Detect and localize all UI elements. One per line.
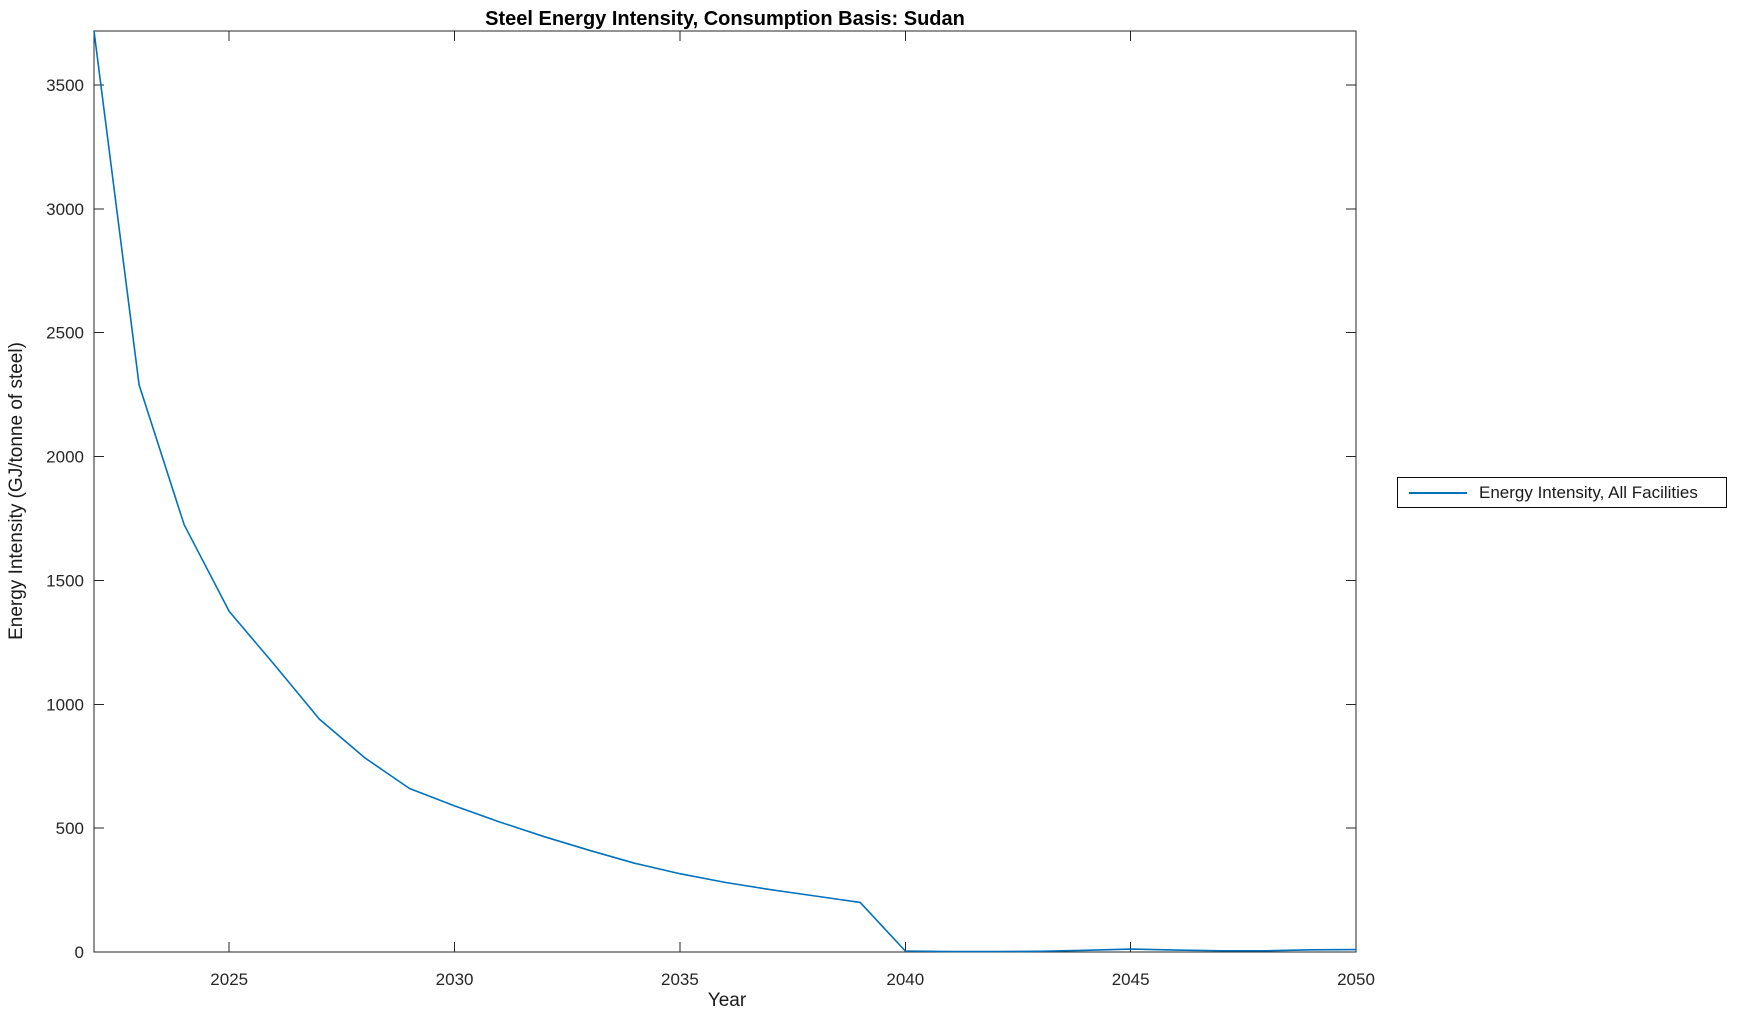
series-line [93, 30, 1357, 953]
y-tick-label: 500 [56, 819, 84, 838]
x-tick-label: 2035 [661, 970, 699, 989]
chart-title: Steel Energy Intensity, Consumption Basi… [485, 8, 965, 30]
tick-marks [94, 31, 1357, 953]
y-tick-label: 0 [75, 943, 84, 962]
legend-box: Energy Intensity, All Facilities [1397, 477, 1727, 508]
x-tick-label: 2030 [436, 970, 474, 989]
data-series [93, 30, 1357, 953]
y-axis-label: Energy Intensity (GJ/tonne of steel) [6, 342, 27, 640]
legend-entry-label: Energy Intensity, All Facilities [1479, 482, 1698, 502]
x-tick-label: 2045 [1112, 970, 1150, 989]
y-tick-label: 3000 [46, 200, 84, 219]
x-axis-tick-labels: 2025 2030 2035 2040 2045 2050 [210, 970, 1375, 989]
y-tick-label: 3500 [46, 76, 84, 95]
x-tick-label: 2050 [1337, 970, 1375, 989]
axes-box [93, 30, 1357, 953]
x-axis-label: Year [708, 990, 747, 1011]
y-tick-label: 1000 [46, 695, 84, 714]
y-axis-tick-labels: 0 500 1000 1500 2000 2500 3000 3500 [46, 76, 84, 962]
x-tick-label: 2040 [886, 970, 924, 989]
y-tick-label: 2500 [46, 324, 84, 343]
y-tick-label: 2000 [46, 448, 84, 467]
legend-line-swatch [1409, 491, 1467, 494]
y-tick-label: 1500 [46, 571, 84, 590]
x-tick-label: 2025 [210, 970, 248, 989]
